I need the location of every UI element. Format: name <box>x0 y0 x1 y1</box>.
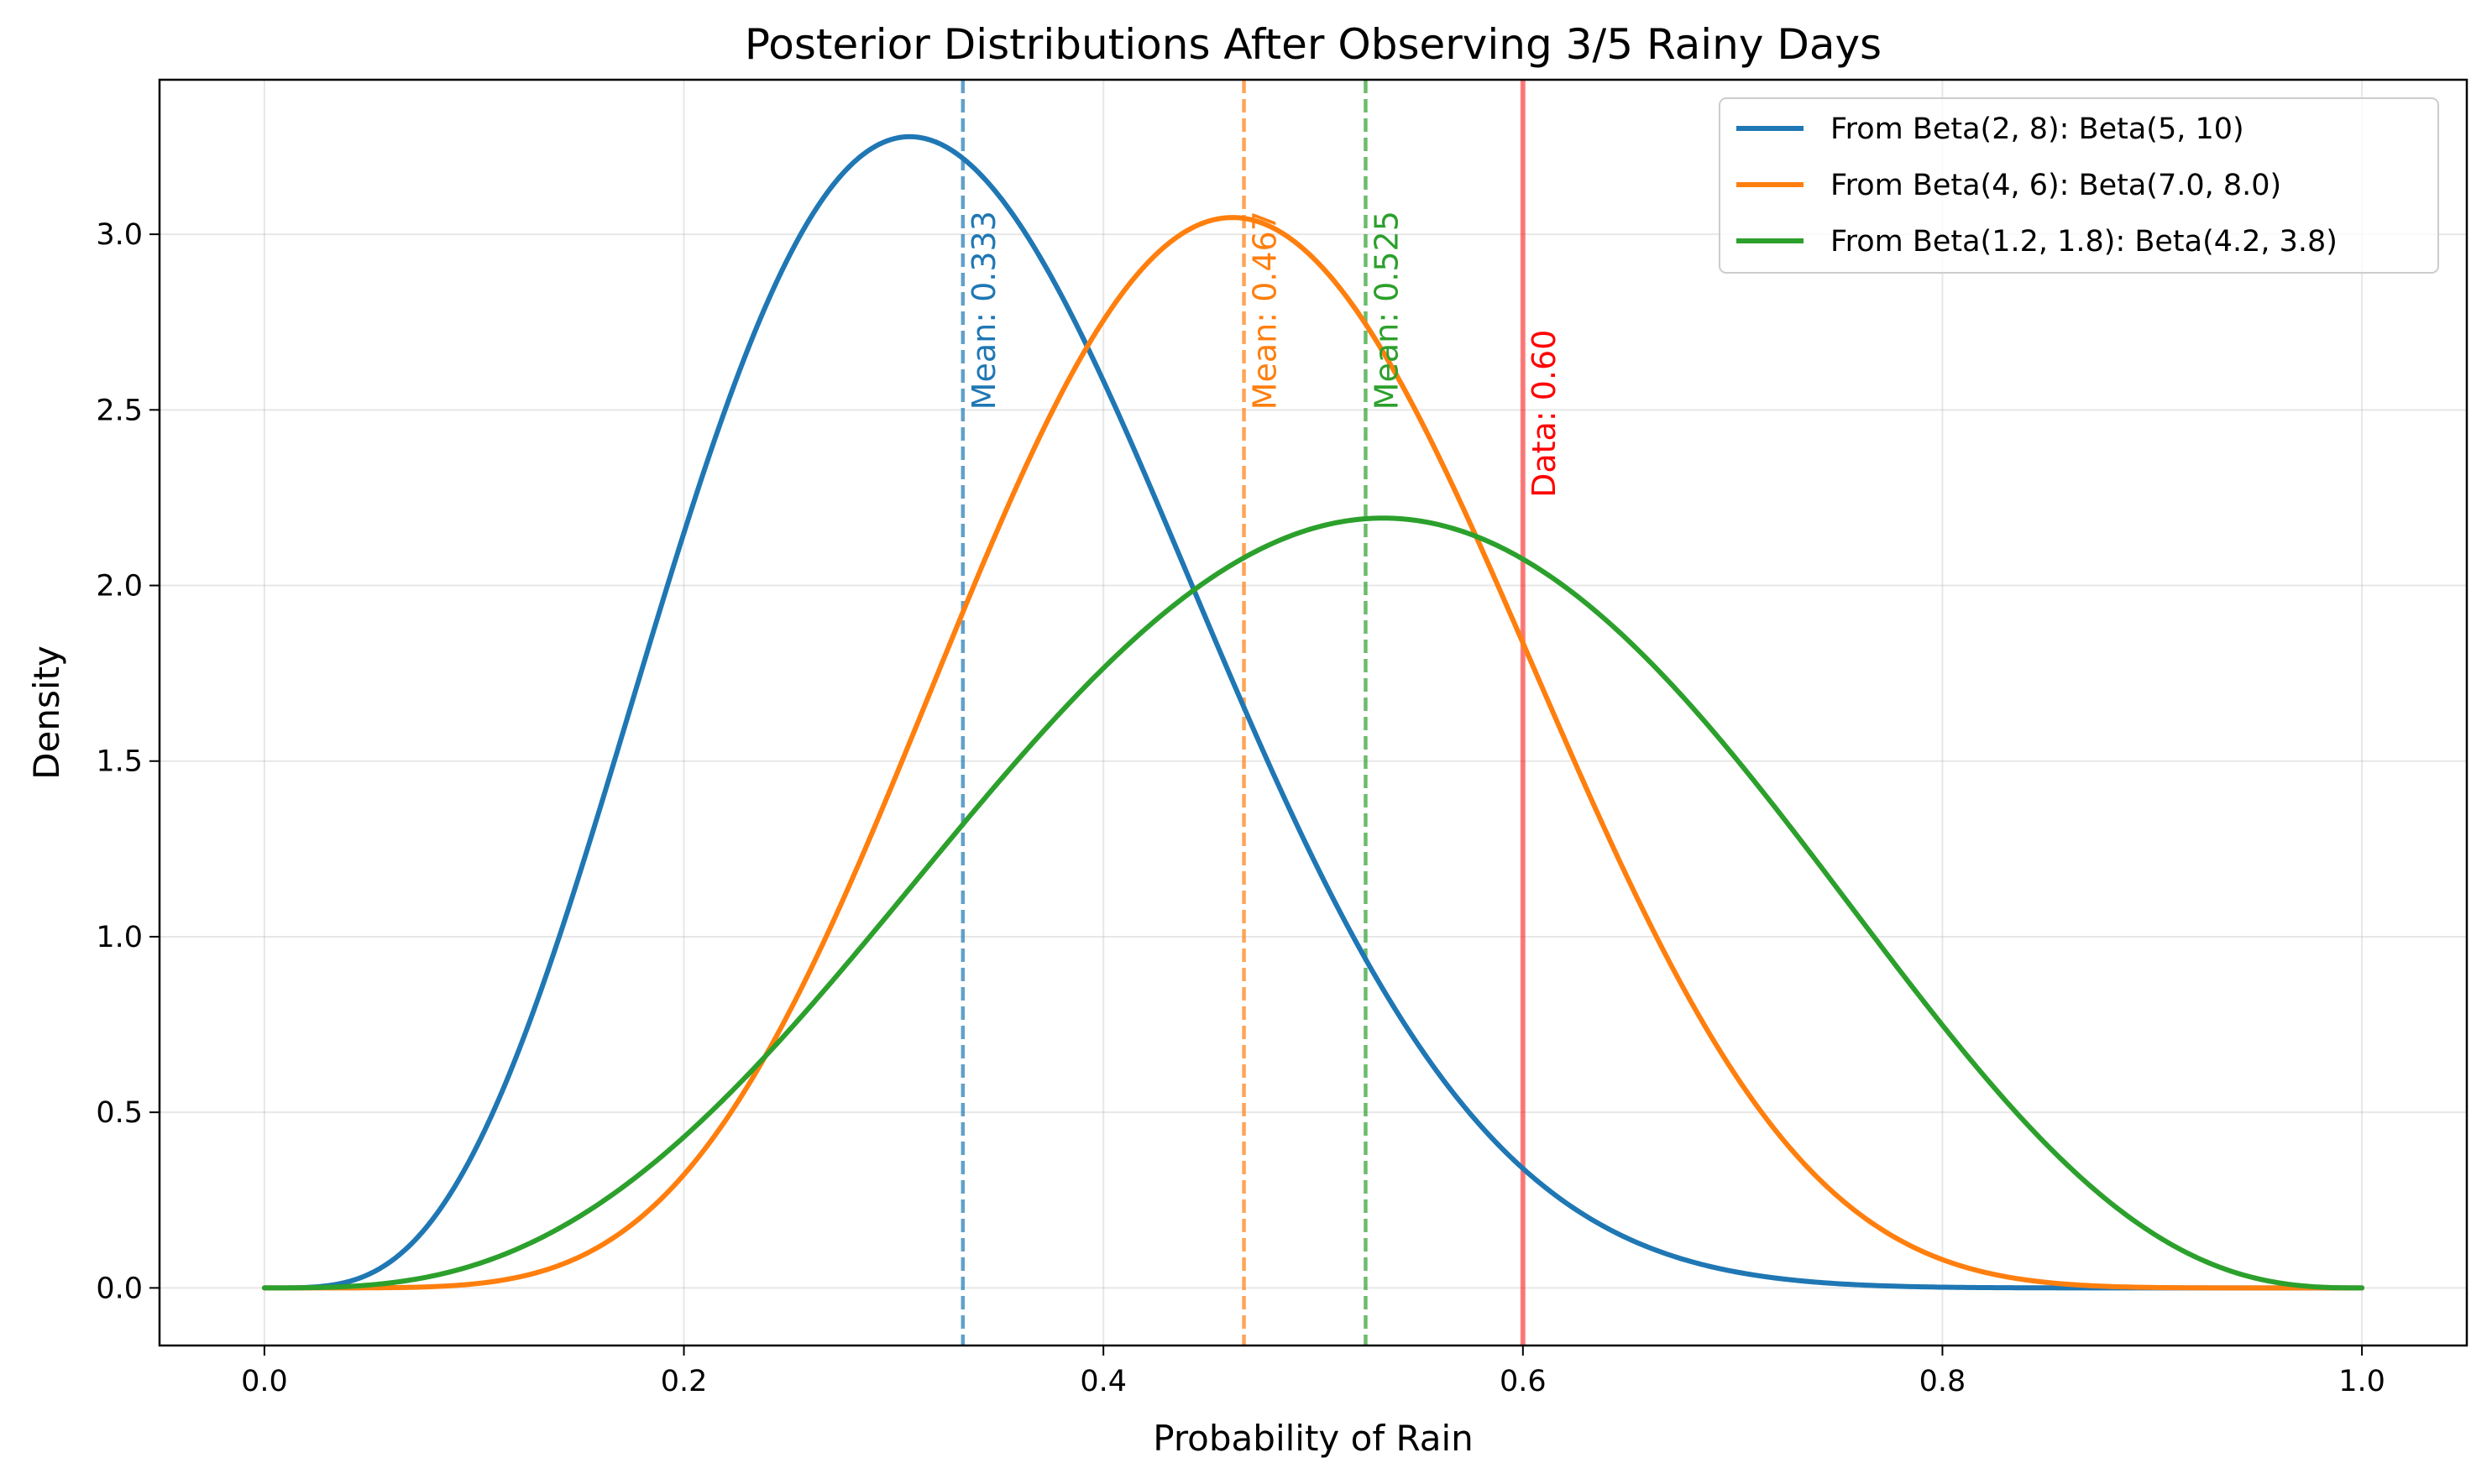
density-curve <box>261 215 2365 1291</box>
density-curve <box>261 515 2365 1291</box>
y-axis-label: Density <box>26 645 67 780</box>
x-tick-label: 0.2 <box>661 1365 708 1398</box>
x-tick-label: 1.0 <box>2338 1365 2385 1398</box>
y-tick-label: 3.0 <box>96 218 143 252</box>
x-axis-label: Probability of Rain <box>1153 1418 1474 1459</box>
legend-entry: From Beta(1.2, 1.8): Beta(4.2, 3.8) <box>1830 225 2338 259</box>
legend: From Beta(2, 8): Beta(5, 10) From Beta(4,… <box>1719 97 2439 274</box>
y-tick-label: 1.5 <box>96 745 143 779</box>
y-tick-label: 1.0 <box>96 921 143 954</box>
x-tick-label: 0.8 <box>1919 1365 1966 1398</box>
legend-box <box>1719 97 2439 274</box>
x-tick-label: 0.6 <box>1500 1365 1547 1398</box>
y-tick-label: 2.0 <box>96 570 143 604</box>
x-tick-label: 0.4 <box>1080 1365 1127 1398</box>
x-axis-ticks: 0.0 0.2 0.4 0.6 0.8 1.0 <box>241 1346 2385 1398</box>
mean-label: Mean: 0.525 <box>1368 211 1405 410</box>
density-curve <box>261 133 2365 1291</box>
plot-frame <box>158 78 2468 1347</box>
legend-entry: From Beta(2, 8): Beta(5, 10) <box>1830 112 2244 146</box>
y-axis-ticks: 0.0 0.5 1.0 1.5 2.0 2.5 3.0 <box>96 218 160 1305</box>
y-tick-label: 0.5 <box>96 1096 143 1130</box>
chart-title: Posterior Distributions After Observing … <box>745 20 1882 69</box>
curves <box>261 133 2365 1291</box>
legend-entry: From Beta(4, 6): Beta(7.0, 8.0) <box>1830 169 2281 202</box>
mean-label: Mean: 0.467 <box>1247 211 1284 410</box>
data-label: Data: 0.60 <box>1526 330 1563 498</box>
x-tick-label: 0.0 <box>241 1365 288 1398</box>
reference-lines <box>961 80 1526 1346</box>
annotations: Mean: 0.333 Mean: 0.467 Mean: 0.525 Data: 0… <box>966 211 1563 498</box>
y-tick-label: 2.5 <box>96 394 143 427</box>
y-tick-label: 0.0 <box>96 1272 143 1305</box>
mean-label: Mean: 0.333 <box>966 211 1003 410</box>
